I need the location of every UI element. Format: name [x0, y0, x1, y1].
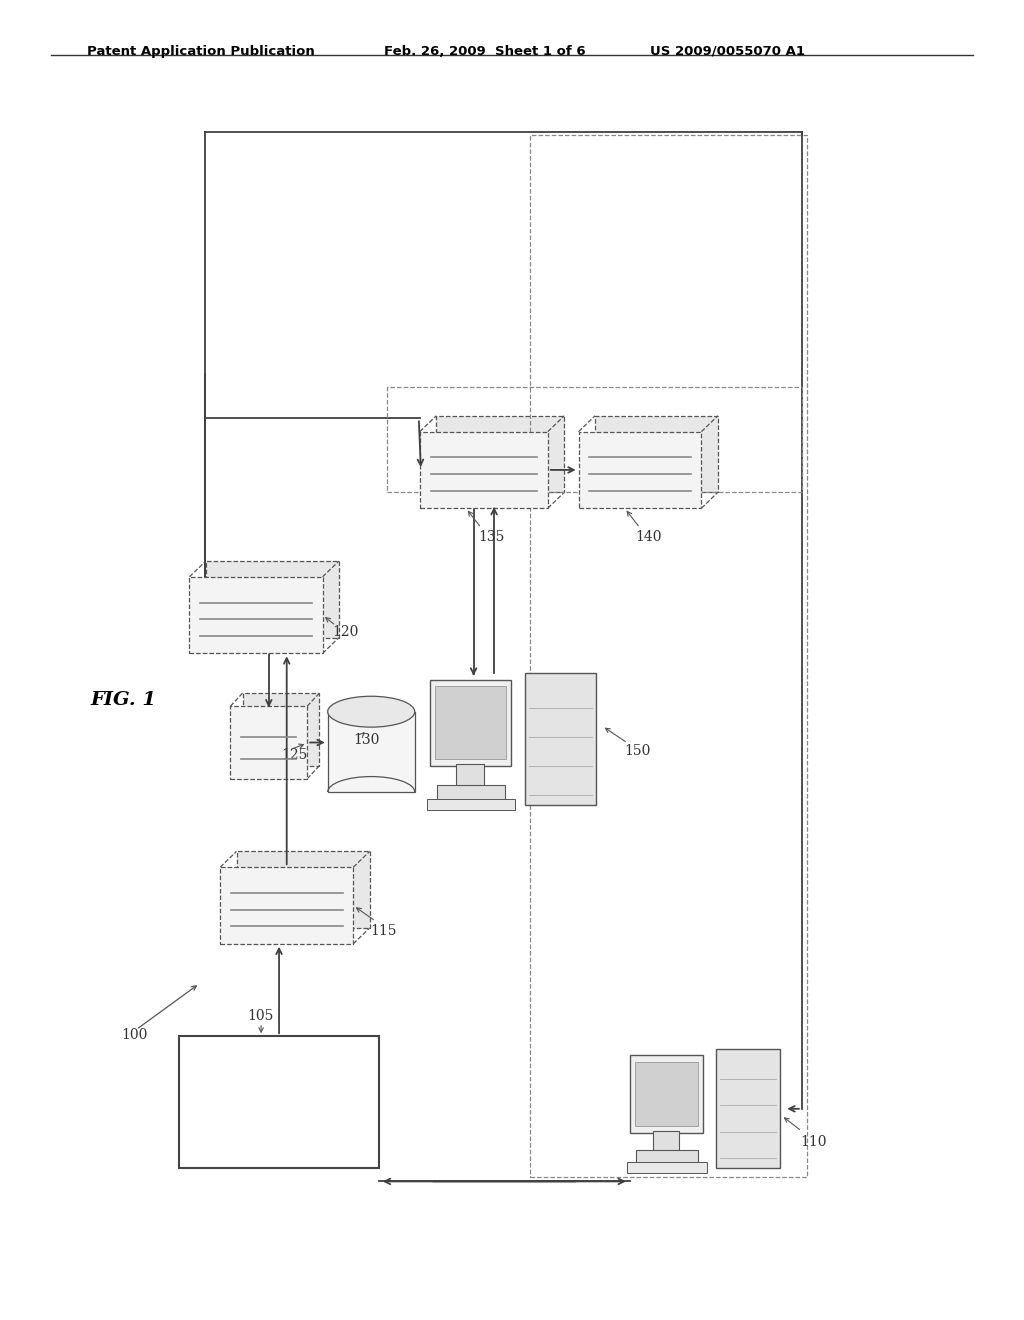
- Bar: [436, 785, 505, 805]
- Bar: [653, 1131, 679, 1151]
- Bar: [579, 432, 701, 508]
- Text: Patent Application Publication: Patent Application Publication: [87, 45, 314, 58]
- Bar: [716, 1049, 780, 1168]
- Text: 135: 135: [478, 531, 505, 544]
- Text: US 2009/0055070 A1: US 2009/0055070 A1: [650, 45, 805, 58]
- Bar: [420, 432, 548, 508]
- Bar: [456, 764, 484, 787]
- Text: 120: 120: [333, 626, 359, 639]
- Bar: [328, 711, 415, 792]
- Bar: [189, 577, 323, 653]
- Text: 100: 100: [121, 1028, 147, 1041]
- Text: Feb. 26, 2009  Sheet 1 of 6: Feb. 26, 2009 Sheet 1 of 6: [384, 45, 586, 58]
- Bar: [220, 867, 353, 944]
- Text: 150: 150: [625, 744, 651, 758]
- Bar: [530, 135, 807, 1177]
- Text: 125: 125: [282, 748, 308, 762]
- Text: FIG. 1: FIG. 1: [90, 690, 156, 709]
- Bar: [206, 561, 339, 638]
- Bar: [635, 1061, 698, 1126]
- Text: 105: 105: [248, 1010, 274, 1023]
- Bar: [387, 387, 802, 492]
- Bar: [595, 416, 718, 492]
- Bar: [243, 693, 319, 766]
- Text: 130: 130: [353, 734, 380, 747]
- Bar: [430, 680, 511, 766]
- Ellipse shape: [328, 696, 415, 727]
- Text: 110: 110: [801, 1135, 827, 1148]
- Bar: [436, 416, 564, 492]
- Bar: [230, 706, 307, 779]
- Bar: [636, 1150, 697, 1168]
- Bar: [427, 799, 514, 810]
- Bar: [435, 686, 506, 759]
- Bar: [237, 851, 370, 928]
- Text: 140: 140: [635, 531, 662, 544]
- Text: 115: 115: [371, 924, 397, 937]
- Bar: [627, 1162, 707, 1173]
- Bar: [179, 1036, 379, 1168]
- Bar: [524, 673, 596, 805]
- Bar: [630, 1056, 703, 1133]
